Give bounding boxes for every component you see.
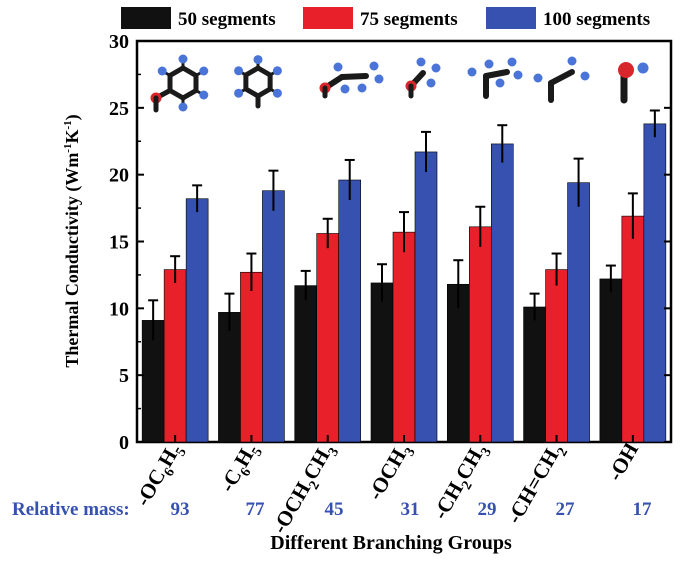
bar-2-3 <box>316 233 340 443</box>
y-axis: 0 5 10 15 20 25 30 <box>109 31 671 454</box>
x-tick-label: -OH <box>603 439 644 485</box>
y-axis-title: Thermal Conductivity (Wm-1K-1) <box>62 114 83 367</box>
ethyl-molecule-icon <box>467 57 523 99</box>
bars <box>141 109 667 443</box>
legend-label-2: 75 segments <box>360 9 458 30</box>
hydroxyl-molecule-icon <box>618 62 649 104</box>
bar-1-3 <box>294 285 318 443</box>
bar-3-4 <box>414 151 438 443</box>
x-axis: -OC6H5-C6H5-OCH2CH3 -OCH3-CH2CH3 -CH=CH2 -O… <box>130 435 644 540</box>
molecule-icons <box>150 54 649 113</box>
legend-swatch-1 <box>121 7 171 29</box>
bar-3-1 <box>185 198 209 443</box>
y-tick-label: 5 <box>119 365 129 387</box>
x-tick-label: -OCH3 <box>363 439 419 507</box>
bar-1-4 <box>370 282 394 443</box>
bar-3-2 <box>262 190 285 443</box>
x-axis-title: Different Branching Groups <box>270 532 512 554</box>
methoxy-molecule-icon <box>405 57 441 99</box>
relative-mass-value: 93 <box>171 499 190 520</box>
bar-3-7 <box>643 123 667 443</box>
bar-1-7 <box>599 278 623 443</box>
relative-mass-label: Relative mass: <box>12 499 130 520</box>
relative-mass-value: 77 <box>246 499 266 520</box>
legend-swatch-2 <box>303 7 353 29</box>
phenyl-molecule-icon <box>234 55 282 109</box>
bar-1-2 <box>218 312 241 443</box>
relative-mass-value: 45 <box>325 499 344 520</box>
x-tick-label: -C6H5 <box>215 439 266 499</box>
ethoxy-molecule-icon <box>319 61 384 99</box>
bar-2-1 <box>163 269 187 443</box>
bar-3-5 <box>490 143 514 443</box>
legend-label-3: 100 segments <box>543 9 650 30</box>
relative-mass-value: 17 <box>633 499 653 520</box>
bar-2-7 <box>621 215 645 443</box>
relative-mass-value: 31 <box>401 499 420 520</box>
relative-mass-value: 27 <box>556 499 576 520</box>
bar-2-2 <box>240 271 263 443</box>
bar-1-6 <box>523 306 546 443</box>
x-tick-label: -OCH2CH3 <box>267 439 342 540</box>
bar-3-3 <box>338 179 362 443</box>
relative-mass-row: Relative mass: 93 77 45 31 29 27 17 <box>12 499 652 520</box>
y-tick-label: 10 <box>109 298 129 320</box>
phenoxy-molecule-icon <box>150 54 209 113</box>
bar-2-6 <box>545 269 568 443</box>
legend: 50 segments 75 segments 100 segments <box>121 7 650 30</box>
y-tick-label: 30 <box>109 31 129 53</box>
bar-3-6 <box>567 182 590 443</box>
y-tick-label: 15 <box>109 232 129 254</box>
legend-swatch-3 <box>486 7 536 29</box>
legend-label-1: 50 segments <box>178 9 276 30</box>
bar-2-5 <box>468 226 492 443</box>
bar-2-4 <box>392 231 416 443</box>
y-tick-label: 20 <box>109 165 129 187</box>
y-tick-label: 25 <box>109 98 129 120</box>
y-tick-label: 0 <box>119 432 129 454</box>
vinyl-molecule-icon <box>533 56 590 103</box>
relative-mass-value: 29 <box>478 499 497 520</box>
